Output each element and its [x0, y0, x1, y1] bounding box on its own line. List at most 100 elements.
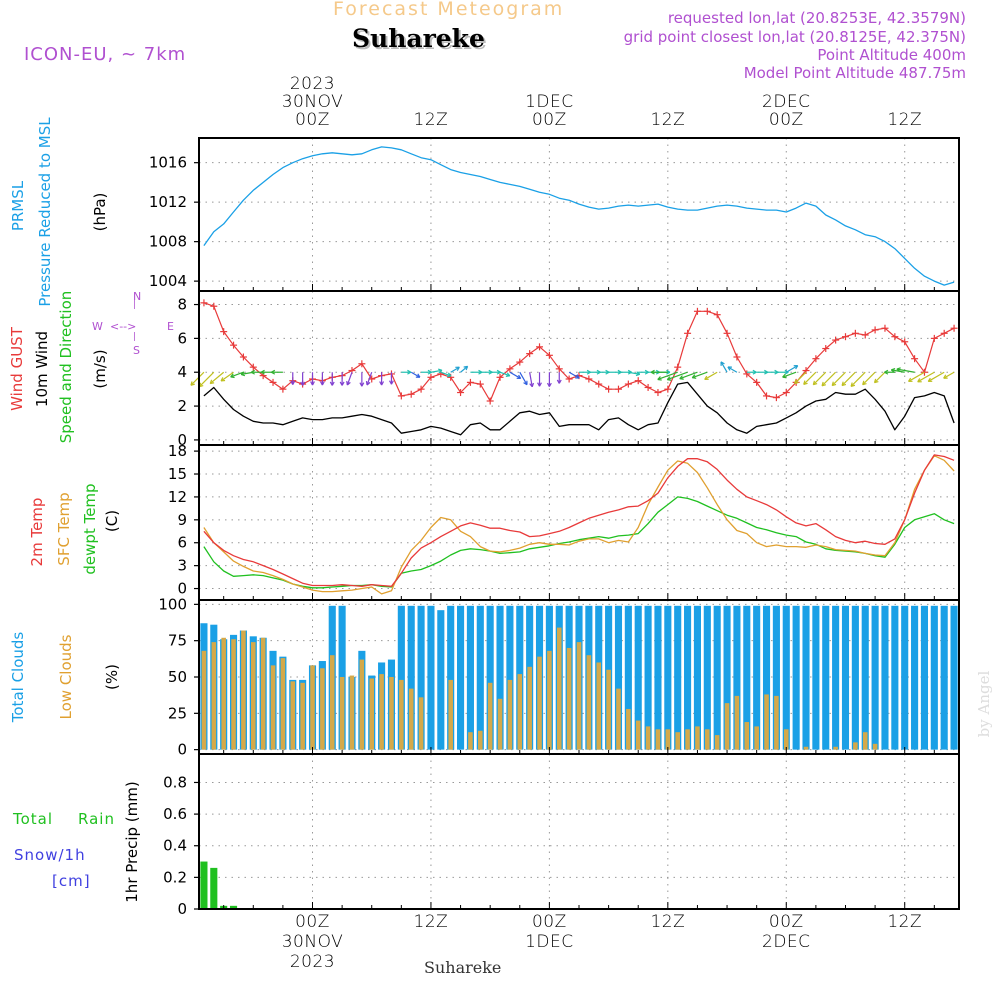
wind-arrow-head — [657, 378, 662, 381]
ticks-layer: 1004100810121016024680369121518025507510… — [149, 154, 935, 918]
station-title: Suhareke — [352, 24, 485, 53]
total-cloud-bar — [871, 605, 879, 750]
bottom-station-label: Suhareke — [424, 958, 502, 977]
wind-arrow-head — [390, 380, 394, 385]
low-cloud-bar — [280, 658, 286, 750]
clouds-unit: (%) — [103, 664, 121, 690]
wind-arrow-head — [692, 377, 697, 379]
total-cloud-bar — [743, 605, 751, 750]
total-cloud-bar — [812, 605, 820, 750]
low-cloud-bar — [576, 642, 582, 750]
total-cloud-bar — [437, 610, 445, 750]
wind-arrow — [410, 371, 421, 378]
pressure-ytick-label: 1008 — [149, 233, 187, 251]
low-cloud-bar — [862, 732, 868, 750]
wind-arrow-head — [407, 369, 412, 373]
wind-arrow — [908, 371, 925, 382]
wind-arrow-head — [199, 384, 204, 388]
low-cloud-bar — [586, 655, 592, 750]
low-cloud-bar — [754, 726, 759, 750]
precip-legend-rain: Rain — [78, 810, 115, 828]
pressure-unit: (hPa) — [91, 192, 109, 232]
low-cloud-bar — [241, 630, 246, 750]
wind-arrow — [727, 366, 738, 373]
total-cloud-bar — [614, 605, 623, 750]
gust-line — [203, 302, 955, 402]
low-cloud-bar — [547, 650, 552, 750]
low-cloud-bar — [251, 642, 256, 750]
clouds-ytick-label: 75 — [168, 632, 187, 650]
low-cloud-bar — [566, 647, 572, 750]
low-cloud-bar — [853, 742, 858, 750]
bottom-time-label: 2DEC — [762, 932, 811, 952]
total-cloud-bar — [684, 605, 692, 750]
temp-ytick-label: 12 — [168, 488, 187, 506]
total-cloud-bar — [476, 605, 484, 750]
wind-arrow-head — [463, 365, 468, 368]
low-cloud-bar — [695, 726, 700, 750]
temp-unit: (C) — [103, 509, 121, 533]
wind-arrow — [896, 368, 915, 373]
low-cloud-bar — [714, 735, 720, 750]
wind-arrow-head — [302, 381, 306, 386]
low-cloud-bar — [606, 669, 611, 750]
wind-arrow — [917, 371, 935, 383]
total-cloud-bar — [822, 605, 830, 750]
wind-arrow — [568, 371, 580, 379]
top-time-label: 2DEC — [762, 92, 811, 112]
wind-arrow-head — [417, 373, 421, 378]
bottom-time-label: 00Z — [531, 912, 567, 932]
low-cloud-bar — [487, 682, 493, 750]
low-cloud-bar — [537, 656, 542, 750]
total-cloud-bar — [851, 605, 859, 750]
model-name: ICON-EU, ~ 7km — [24, 44, 187, 65]
clouds-ytick-label: 50 — [168, 668, 187, 686]
compass-w: W — [92, 320, 103, 333]
wind-arrow-head — [821, 384, 827, 387]
low-cloud-bar — [408, 688, 414, 750]
low-cloud-bar — [616, 688, 621, 750]
total-cloud-bar — [753, 605, 761, 750]
temp-2m-line — [203, 454, 955, 587]
wind-arrow — [230, 371, 244, 378]
rain-bar — [229, 905, 238, 909]
wind-arrow — [927, 371, 945, 382]
total-cloud-bar — [654, 605, 662, 750]
wind-speed-line — [203, 381, 955, 436]
wind-arrow — [862, 371, 876, 386]
precip-legend-cm: [cm] — [52, 872, 91, 890]
requested-lonlat: requested lon,lat (20.8253E, 42.3579N) — [667, 9, 966, 27]
total-cloud-bar — [674, 605, 682, 750]
low-cloud-bar — [556, 627, 562, 750]
wind-arrow-head — [230, 376, 235, 379]
top-time-label: 12Z — [650, 110, 686, 130]
wind-arrow-head — [636, 371, 641, 375]
total-cloud-bar — [407, 605, 415, 750]
total-cloud-bar — [891, 605, 899, 750]
precip-legend-snow: Snow/1h — [14, 846, 86, 864]
total-cloud-bar — [506, 605, 514, 750]
marks-layer — [190, 299, 958, 405]
low-cloud-bar — [744, 722, 750, 750]
wind-label-speed-direction: Speed and Direction — [57, 290, 75, 444]
wind-arrow-head — [548, 382, 552, 387]
wind-arrow — [821, 371, 837, 387]
bottom-time-label: 00Z — [295, 912, 330, 932]
total-cloud-bar — [901, 605, 909, 750]
low-cloud-bar — [359, 659, 365, 750]
wind-arrow-head — [667, 379, 672, 381]
wind-arrow — [704, 371, 718, 380]
total-cloud-bar — [417, 605, 425, 750]
clouds-label-low: Low Clouds — [57, 634, 75, 720]
low-cloud-bar — [201, 650, 207, 750]
wind-arrow — [785, 365, 799, 373]
low-cloud-bar — [497, 698, 503, 750]
wind-arrow — [891, 369, 905, 373]
wind-arrow-head — [271, 371, 276, 375]
precip-panel-frame — [198, 753, 960, 910]
credit-watermark: by Angel — [975, 670, 993, 738]
low-cloud-bar — [310, 665, 315, 750]
pressure-label-prmsl: PRMSL — [9, 180, 27, 232]
low-cloud-bar — [379, 674, 384, 750]
wind-arrow-head — [605, 369, 610, 373]
